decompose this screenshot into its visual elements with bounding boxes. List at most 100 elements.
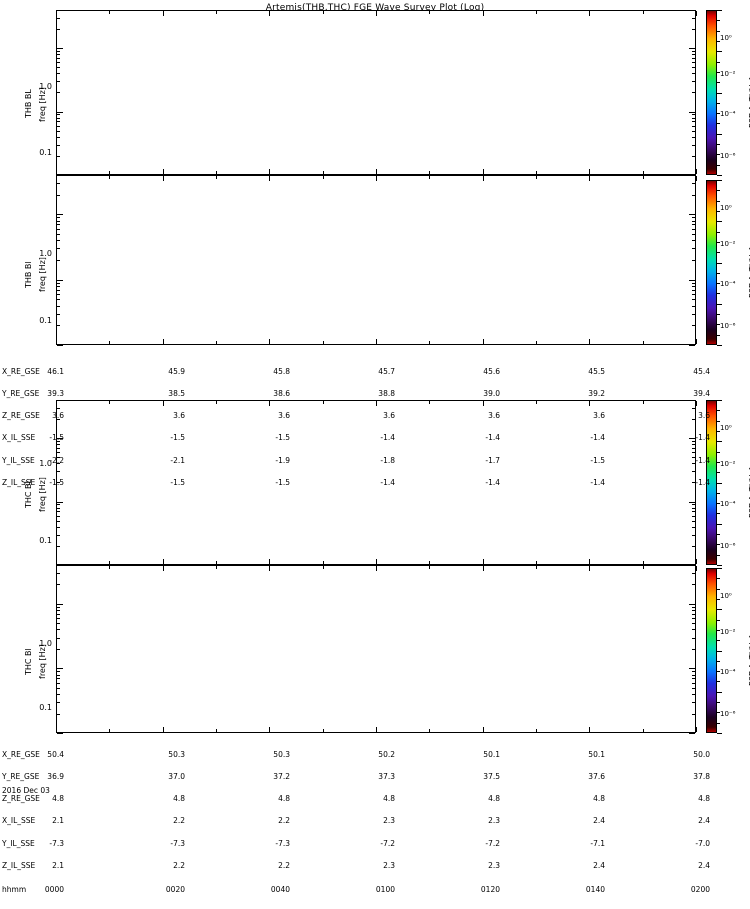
axis-tick [57, 313, 60, 315]
ytick-thc-bl-2: 0.1 [39, 536, 52, 545]
axis-tick [57, 618, 60, 620]
colorbar-tick [717, 133, 722, 135]
axis-tick [692, 289, 695, 291]
axis-tick [692, 194, 695, 196]
axis-tick [689, 175, 695, 176]
axis-tick [589, 339, 591, 344]
axis-tick [692, 325, 695, 327]
axis-tick [692, 114, 695, 116]
colorbar-tick [717, 164, 720, 166]
axis-tick [57, 444, 60, 446]
axis-tick [56, 401, 57, 406]
ephem-lower-value: 2.2 [173, 816, 185, 826]
colorbar-tick [717, 345, 722, 346]
colorbar-tick [717, 598, 720, 600]
ephem-upper-row-label-3: X_IL_SSE [2, 433, 36, 443]
colorbar-tick [717, 30, 720, 32]
ephem-lower-value: 50.0 [693, 749, 710, 759]
axis-tick [692, 57, 695, 59]
axis-tick [536, 11, 537, 14]
axis-tick [57, 228, 60, 230]
axis-tick [216, 729, 217, 732]
axis-tick [57, 54, 60, 56]
colorbar-tick [717, 712, 720, 714]
colorbar-tick [717, 175, 722, 176]
axis-tick [692, 136, 695, 138]
axis-tick [216, 401, 217, 404]
ephem-lower-value: -7.2 [380, 838, 395, 848]
axis-tick [57, 194, 60, 196]
time-tick-label: 0140 [585, 885, 605, 895]
ephem-upper-value: -1.5 [49, 477, 64, 487]
axis-tick [376, 401, 377, 406]
axis-tick [429, 176, 431, 179]
axis-tick [269, 727, 271, 732]
colorbar-label-1-1: 10⁻² [720, 70, 736, 78]
ephem-lower-value: 2.4 [698, 860, 710, 870]
axis-tick [692, 687, 695, 689]
panel-thb-bl2[interactable] [56, 175, 696, 345]
axis-tick [109, 561, 111, 564]
ephem-upper-value: -1.5 [275, 477, 290, 487]
ephem-lower-value: 2.1 [52, 860, 64, 870]
axis-tick [692, 637, 695, 639]
axis-tick [57, 155, 60, 157]
axis-tick [57, 452, 60, 454]
axis-tick [536, 401, 537, 404]
ephem-upper-value: -1.4 [590, 433, 605, 443]
ephem-lower-value: 37.0 [168, 772, 185, 782]
ephem-lower-value: 4.8 [173, 794, 185, 804]
axis-tick [696, 727, 697, 732]
ephem-lower-value: 37.6 [588, 772, 605, 782]
axis-tick [57, 694, 60, 696]
panel-thb-bl-axis-label: freq [Hz] [38, 87, 47, 122]
colorbar-tick [717, 262, 722, 264]
ephem-upper-value: 45.4 [693, 366, 710, 376]
axis-tick [692, 17, 695, 19]
panel-thb-bl2-label: THB Bl [24, 261, 33, 288]
axis-tick [536, 341, 537, 344]
panel-thc-bl[interactable] [56, 400, 696, 565]
axis-tick [692, 671, 695, 673]
ephem-upper-value: -1.5 [49, 433, 64, 443]
ephem-lower-value: -7.3 [49, 838, 64, 848]
axis-tick [162, 11, 164, 16]
panel-thc-bl2[interactable] [56, 565, 696, 733]
page-title: Artemis(THB,THC) FGE Wave Survey Plot (L… [265, 3, 485, 13]
colorbar-tick [717, 210, 720, 212]
axis-tick [109, 171, 111, 174]
axis-tick [692, 125, 695, 127]
axis-tick [162, 559, 164, 564]
ephem-lower-value: 37.2 [273, 772, 290, 782]
ephem-lower-value: 4.8 [383, 794, 395, 804]
axis-tick [56, 176, 57, 181]
axis-tick [56, 559, 57, 564]
axis-tick [57, 637, 60, 639]
ephem-upper-value: -1.4 [485, 433, 500, 443]
wave-survey-plot: Artemis(THB,THC) FGE Wave Survey Plot (L… [2, 3, 750, 894]
axis-tick [57, 144, 60, 146]
axis-tick [642, 729, 644, 732]
axis-tick [696, 11, 697, 16]
axis-tick [57, 545, 60, 547]
ephem-upper-value: 39.3 [47, 389, 64, 399]
axis-tick [692, 220, 695, 222]
panel-thb-bl[interactable] [56, 10, 696, 175]
axis-tick [57, 305, 60, 307]
colorbar-tick [717, 200, 720, 202]
axis-tick [57, 733, 63, 734]
axis-tick [692, 511, 695, 513]
axis-tick [57, 62, 60, 64]
axis-tick [692, 224, 695, 226]
axis-tick [482, 11, 484, 16]
axis-tick [57, 114, 60, 116]
colorbar-tick [717, 113, 720, 115]
axis-tick [642, 341, 644, 344]
axis-tick [216, 171, 217, 174]
axis-tick [692, 572, 695, 574]
axis-tick [696, 401, 697, 406]
colorbar-tick [717, 144, 720, 146]
colorbar-tick [717, 691, 722, 693]
colorbar-tick [717, 400, 722, 401]
ephem-upper-row-label-5: Z_IL_SSE [2, 477, 36, 487]
